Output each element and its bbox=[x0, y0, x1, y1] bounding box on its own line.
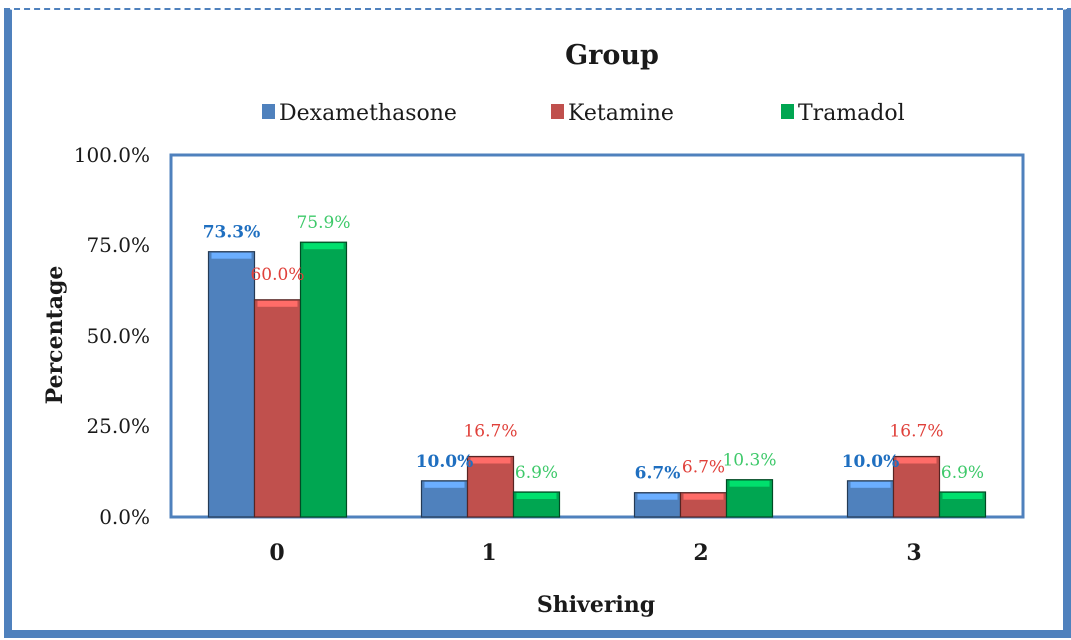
bar-top-tramadol-3 bbox=[942, 493, 983, 499]
legend-swatch-ketamine bbox=[551, 104, 564, 119]
bar-top-ketamine-1 bbox=[470, 457, 511, 464]
legend: Dexamethasone Ketamine Tramadol bbox=[262, 101, 905, 126]
data-label-dexamethasone-1: 10.0% bbox=[416, 452, 474, 472]
data-label-dexamethasone-0: 73.3% bbox=[203, 223, 261, 243]
bar-ketamine-1 bbox=[466, 455, 515, 518]
data-label-tramadol-0: 75.9% bbox=[296, 213, 350, 233]
bar-top-ketamine-3 bbox=[896, 457, 937, 464]
y-tick-label: 75.0% bbox=[86, 233, 150, 257]
data-label-dexamethasone-2: 6.7% bbox=[635, 464, 681, 484]
bar-ketamine-0 bbox=[253, 299, 302, 518]
data-label-ketamine-3: 16.7% bbox=[889, 422, 943, 442]
data-label-tramadol-2: 10.3% bbox=[722, 451, 776, 471]
x-category-label: 2 bbox=[693, 540, 708, 566]
y-tick-label: 0.0% bbox=[99, 505, 150, 529]
x-category-label: 0 bbox=[269, 540, 284, 566]
data-label-ketamine-0: 60.0% bbox=[250, 265, 304, 285]
bar-top-dexamethasone-0 bbox=[211, 252, 252, 259]
x-axis-title: Shivering bbox=[537, 592, 655, 618]
bar-top-ketamine-2 bbox=[683, 493, 724, 500]
legend-swatch-dexamethasone bbox=[262, 104, 275, 119]
legend-label-dexamethasone: Dexamethasone bbox=[279, 101, 457, 126]
legend-swatch-tramadol bbox=[781, 104, 794, 119]
data-label-ketamine-2: 6.7% bbox=[682, 458, 725, 478]
legend-label-ketamine: Ketamine bbox=[568, 101, 674, 126]
bar-top-tramadol-0 bbox=[303, 243, 344, 250]
data-label-ketamine-1: 16.7% bbox=[463, 422, 517, 442]
chart-title: Group bbox=[565, 40, 659, 71]
data-label-tramadol-3: 6.9% bbox=[941, 463, 984, 483]
y-tick-label: 50.0% bbox=[86, 324, 150, 348]
bar-dexamethasone-0 bbox=[207, 251, 256, 518]
bar-ketamine-3 bbox=[892, 455, 941, 518]
bar-tramadol-0 bbox=[299, 241, 348, 518]
data-labels-group: 73.3%60.0%75.9%10.0%16.7%6.9% 6.7% 6.7%10.… bbox=[203, 213, 984, 484]
y-tick-label: 25.0% bbox=[86, 414, 150, 438]
x-category-label: 1 bbox=[481, 540, 496, 566]
bar-top-tramadol-2 bbox=[729, 480, 770, 487]
data-label-tramadol-1: 6.9% bbox=[515, 463, 558, 483]
bar-top-dexamethasone-1 bbox=[424, 481, 465, 488]
bar-top-dexamethasone-3 bbox=[850, 481, 891, 488]
data-label-dexamethasone-3: 10.0% bbox=[842, 452, 900, 472]
bar-top-dexamethasone-2 bbox=[637, 493, 678, 500]
legend-label-tramadol: Tramadol bbox=[798, 101, 905, 126]
y-tick-label: 100.0% bbox=[74, 143, 150, 167]
x-category-label: 3 bbox=[906, 540, 921, 566]
bar-top-ketamine-0 bbox=[257, 300, 298, 307]
y-axis-title: Percentage bbox=[42, 266, 68, 405]
bars-group bbox=[207, 241, 987, 518]
bar-top-tramadol-1 bbox=[516, 493, 557, 499]
